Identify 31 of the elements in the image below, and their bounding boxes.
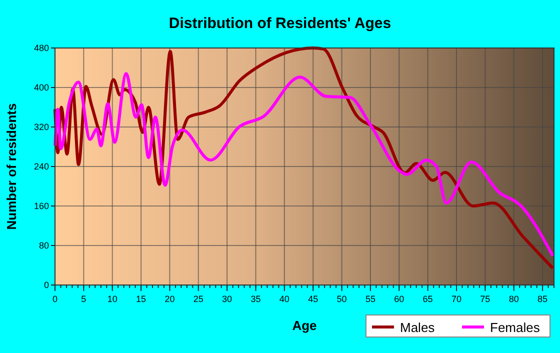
x-tick-label: 0 [52, 294, 58, 304]
x-axis-title: Age [292, 318, 317, 333]
y-tick-label: 80 [38, 240, 49, 250]
x-tick-label: 75 [480, 294, 490, 304]
y-tick-label: 240 [34, 162, 49, 172]
x-tick-label: 45 [308, 294, 318, 304]
x-tick-label: 30 [222, 294, 232, 304]
y-tick-label: 0 [44, 280, 49, 290]
x-tick-label: 65 [422, 294, 433, 304]
legend-label: Males [400, 320, 436, 335]
x-tick-label: 15 [136, 294, 146, 304]
x-tick-label: 60 [394, 294, 404, 304]
y-tick-label: 160 [34, 201, 49, 211]
legend-label: Females [490, 320, 540, 335]
x-tick-label: 10 [107, 294, 118, 304]
x-tick-label: 25 [193, 294, 204, 304]
x-tick-label: 50 [336, 294, 347, 304]
x-tick-label: 85 [538, 294, 548, 304]
y-tick-label: 320 [34, 122, 49, 132]
x-tick-label: 20 [164, 294, 175, 304]
y-tick-label: 400 [34, 82, 49, 92]
line-series [54, 72, 554, 258]
x-tick-label: 55 [365, 294, 376, 304]
x-tick-label: 35 [250, 294, 261, 304]
y-axis-title: Number of residents [4, 103, 19, 230]
chart-title: Distribution of Residents' Ages [168, 15, 392, 32]
x-tick-label: 40 [279, 294, 290, 304]
x-tick-label: 80 [508, 294, 519, 304]
x-tick-label: 70 [451, 294, 462, 304]
x-tick-label: 5 [81, 294, 86, 304]
y-tick-label: 480 [34, 43, 49, 53]
